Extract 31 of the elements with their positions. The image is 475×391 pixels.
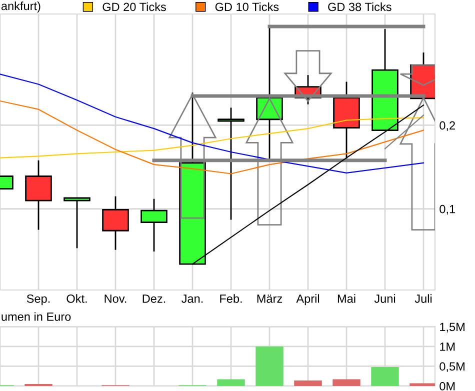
- x-tick-label: Feb.: [220, 294, 242, 303]
- x-tick-label: April: [296, 294, 320, 306]
- chart-title: umen in Euro: [2, 312, 71, 321]
- x-tick-label: Juli: [414, 294, 432, 303]
- y-tick-label: 0,2: [440, 121, 455, 132]
- bar: [332, 379, 360, 386]
- y-tick-label: 0,5M: [440, 362, 464, 372]
- line-series: [0, 74, 424, 174]
- x-tick-label: Mai: [338, 294, 356, 303]
- x-tick-label: Juni: [374, 294, 396, 303]
- bar: [294, 380, 322, 386]
- chart-title: ankfurt): [1, 2, 40, 12]
- x-tick-label: Sep.: [26, 294, 50, 306]
- y-tick-label: 1M: [440, 342, 455, 351]
- x-tick-label: März: [257, 294, 282, 303]
- y-tick-label: 0,1: [440, 204, 455, 215]
- x-tick-label: Nov.: [104, 294, 126, 303]
- y-tick-label: 0M: [440, 382, 455, 390]
- candlestick: [64, 197, 90, 249]
- bar: [256, 346, 284, 386]
- legend-label: GD 38 Ticks: [328, 2, 392, 12]
- line-series: [0, 100, 424, 174]
- bar: [371, 367, 399, 386]
- line-series: [0, 117, 424, 158]
- legend-label: GD 20 Ticks: [102, 2, 166, 12]
- x-tick-label: Okt.: [66, 294, 87, 303]
- y-tick-label: 1,5M: [440, 322, 464, 332]
- x-tick-label: Jan.: [182, 294, 203, 303]
- x-tick-label: Dez.: [142, 294, 166, 303]
- legend-label: GD 10 Ticks: [215, 2, 279, 12]
- bar: [217, 379, 245, 386]
